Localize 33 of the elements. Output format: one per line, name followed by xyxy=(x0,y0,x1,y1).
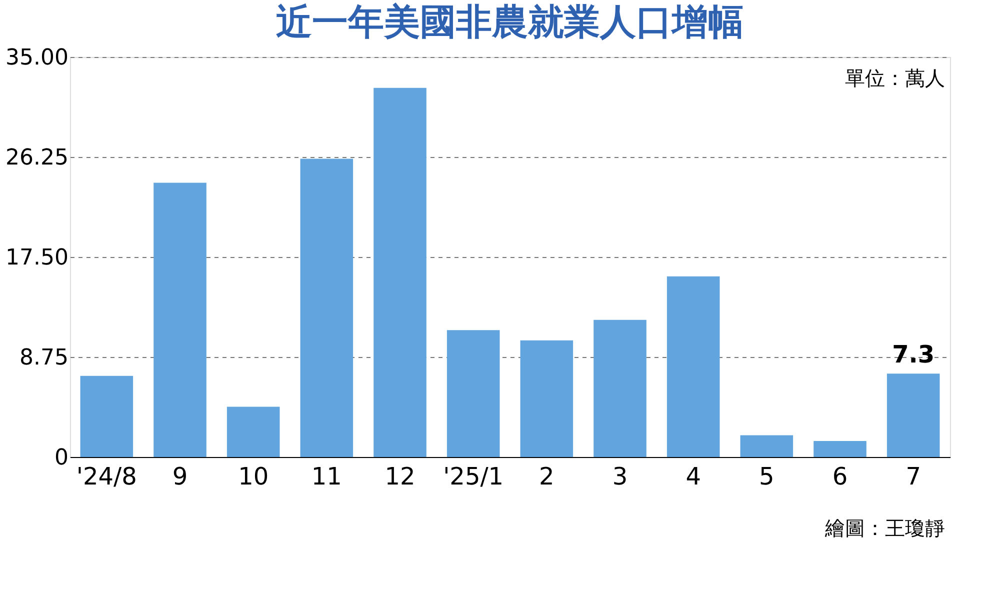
chart-title: 近一年美國非農就業人口增幅 xyxy=(276,2,744,43)
x-tick-label: 4 xyxy=(686,462,701,490)
bar xyxy=(520,340,574,457)
bar xyxy=(446,330,500,457)
x-tick-label: 12 xyxy=(384,462,416,490)
bar xyxy=(226,406,280,457)
x-tick-label: '24/8 xyxy=(76,462,137,490)
y-tick-label: 0 xyxy=(54,446,68,470)
bar xyxy=(814,441,866,457)
x-tick-label: 11 xyxy=(311,462,342,490)
x-tick-label: 7 xyxy=(906,462,921,490)
x-tick-label: 9 xyxy=(172,462,188,490)
x-tick-label: 3 xyxy=(612,462,628,490)
x-tick-label: 6 xyxy=(832,462,848,490)
y-tick-label: 35.00 xyxy=(6,46,68,70)
data-label: 7.3 xyxy=(892,340,935,369)
y-tick-label: 8.75 xyxy=(20,346,68,370)
y-tick-label: 26.25 xyxy=(6,146,68,170)
y-tick-label: 17.50 xyxy=(6,246,68,270)
bar xyxy=(154,182,206,457)
x-tick-label: '25/1 xyxy=(443,462,504,490)
bar xyxy=(300,158,354,457)
text: 繪圖：王瓊靜 xyxy=(824,516,945,540)
bar xyxy=(594,320,646,457)
bar xyxy=(886,374,940,457)
x-tick-label: 5 xyxy=(759,462,774,490)
annotation: 單位：萬人 xyxy=(845,66,945,90)
x-tick-label: 10 xyxy=(238,462,269,490)
bar xyxy=(666,276,720,457)
bar xyxy=(740,435,794,457)
x-tick-label: 2 xyxy=(539,462,554,490)
bar xyxy=(80,376,134,457)
bar xyxy=(374,88,426,457)
